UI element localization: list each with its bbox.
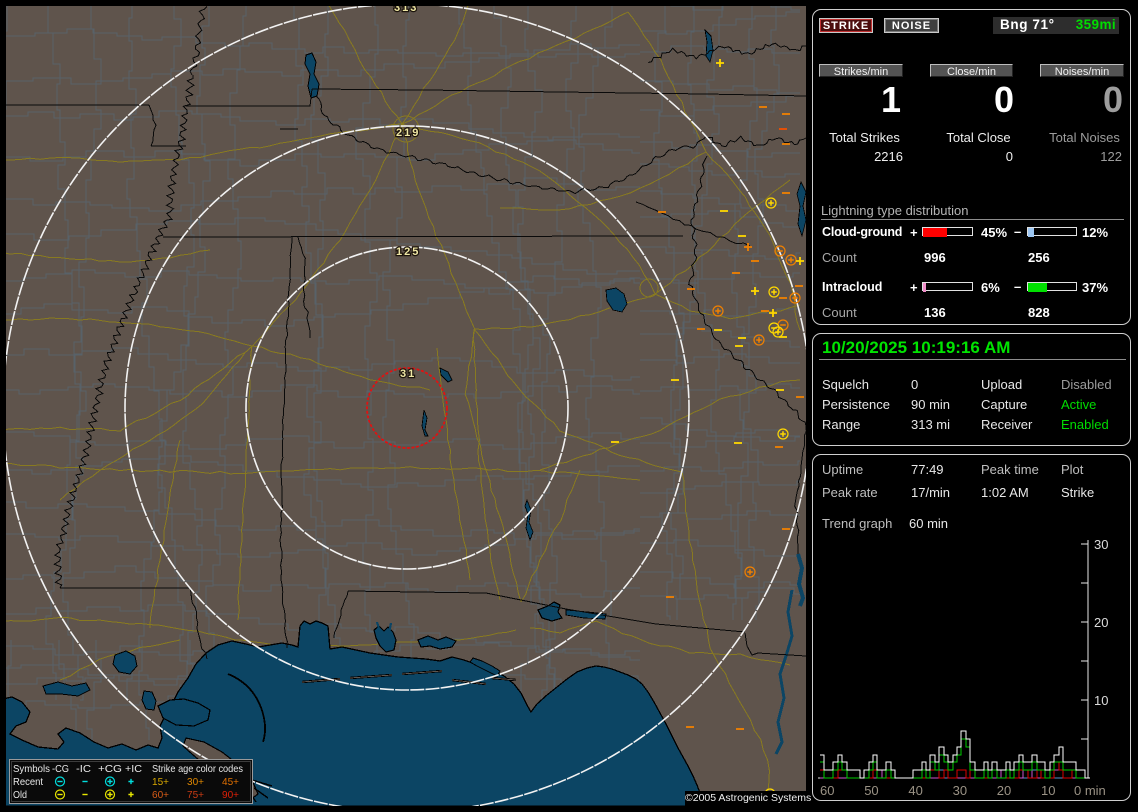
svg-text:75+: 75+ xyxy=(187,789,204,801)
svg-text:10: 10 xyxy=(1041,783,1055,798)
svg-text:50: 50 xyxy=(864,783,878,798)
svg-text:219: 219 xyxy=(396,127,420,139)
svg-text:20: 20 xyxy=(1094,615,1108,630)
svg-text:30: 30 xyxy=(953,783,967,798)
svg-text:-IC: -IC xyxy=(76,763,91,775)
svg-text:125: 125 xyxy=(396,246,420,258)
svg-text:15+: 15+ xyxy=(152,776,169,788)
svg-text:-CG: -CG xyxy=(52,763,69,775)
svg-text:45+: 45+ xyxy=(222,776,239,788)
svg-text:10: 10 xyxy=(1094,693,1108,708)
svg-text:60+: 60+ xyxy=(152,789,169,801)
svg-text:Symbols: Symbols xyxy=(13,763,50,775)
svg-text:40: 40 xyxy=(908,783,922,798)
svg-text:Strike age color codes: Strike age color codes xyxy=(152,763,243,775)
svg-text:Old: Old xyxy=(13,789,27,801)
svg-text:+CG: +CG xyxy=(98,763,122,775)
svg-text:60: 60 xyxy=(820,783,834,798)
svg-text:Recent: Recent xyxy=(13,776,43,788)
svg-text:30: 30 xyxy=(1094,537,1108,552)
svg-text:0 min: 0 min xyxy=(1074,783,1106,798)
svg-text:+IC: +IC xyxy=(125,763,142,775)
svg-text:31: 31 xyxy=(400,368,416,380)
svg-text:30+: 30+ xyxy=(187,776,204,788)
svg-text:313: 313 xyxy=(394,6,418,14)
svg-text:20: 20 xyxy=(997,783,1011,798)
svg-text:90+: 90+ xyxy=(222,789,239,801)
